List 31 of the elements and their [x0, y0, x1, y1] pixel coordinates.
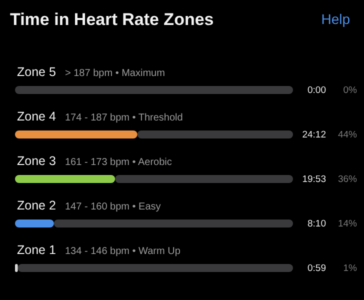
data-label: 1% — [343, 263, 358, 274]
text: 19:53 — [302, 174, 326, 185]
data-label: 44% — [338, 130, 358, 140]
text: Help — [321, 11, 350, 27]
y-tick-label: Zone 2 — [17, 198, 56, 212]
bar — [15, 220, 54, 228]
text: 24:12 — [302, 130, 326, 140]
bar — [115, 175, 293, 183]
data-label: 0% — [343, 85, 358, 96]
bar — [15, 175, 116, 183]
bar — [15, 264, 18, 272]
y-tick-label: Zone 1 — [17, 243, 56, 257]
chart-title: Time in Heart Rate Zones — [10, 10, 214, 29]
text: 8:10 — [308, 218, 326, 230]
y-tick-label: Zone 5 — [17, 65, 56, 79]
text: 0:59 — [308, 263, 326, 274]
annotation: 134 - 146 bpm • Warm Up — [65, 246, 181, 257]
annotation: > 187 bpm • Maximum — [65, 68, 165, 79]
y-tick-label: Zone 4 — [17, 110, 56, 124]
bar — [15, 130, 138, 138]
bar — [54, 220, 293, 228]
bar — [137, 130, 293, 138]
y-tick-label: Zone 3 — [17, 154, 56, 168]
bar — [15, 86, 293, 94]
annotation: 174 - 187 bpm • Threshold — [65, 112, 183, 124]
bar — [18, 264, 293, 272]
annotation: 161 - 173 bpm • Aerobic — [65, 157, 172, 168]
data-label: 36% — [338, 174, 358, 185]
data-label: 14% — [338, 218, 358, 230]
text: 0:00 — [308, 85, 326, 96]
annotation: 147 - 160 bpm • Easy — [65, 202, 161, 212]
